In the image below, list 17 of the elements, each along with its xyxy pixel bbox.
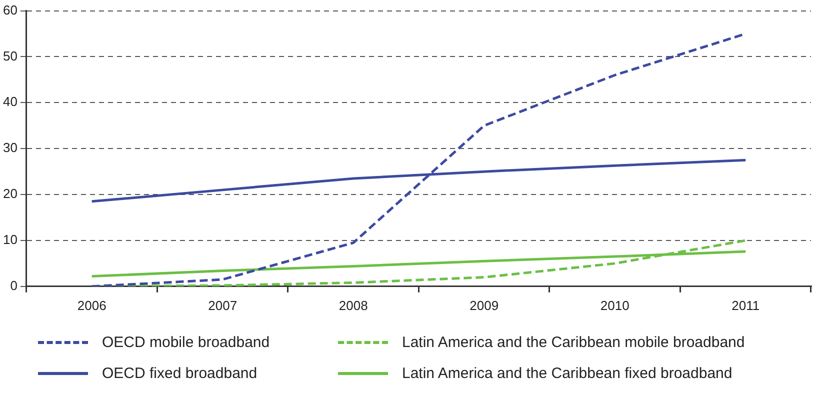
- x-tick-label: 2008: [338, 298, 368, 313]
- y-tick-label: 20: [2, 186, 18, 202]
- y-tick-label: 60: [2, 2, 18, 18]
- x-tick-label: 2009: [470, 298, 499, 313]
- y-tick-label: 10: [2, 232, 18, 248]
- legend-label: OECD mobile broadband: [102, 334, 270, 351]
- x-tick-label: 2006: [77, 298, 106, 313]
- legend-label: OECD fixed broadband: [102, 365, 258, 382]
- y-tick-label: 0: [10, 278, 18, 293]
- legend-label: Latin America and the Caribbean fixed broadband: [402, 365, 732, 382]
- y-tick-label: 40: [2, 94, 18, 110]
- y-tick-label: 30: [2, 140, 18, 156]
- x-tick-label: 2011: [732, 298, 760, 313]
- x-tick-label: 2010: [600, 298, 630, 313]
- y-tick-label: 50: [2, 48, 18, 64]
- x-tick-label: 2007: [208, 298, 238, 313]
- legend-label: Latin America and the Caribbean mobile broadband: [402, 334, 745, 351]
